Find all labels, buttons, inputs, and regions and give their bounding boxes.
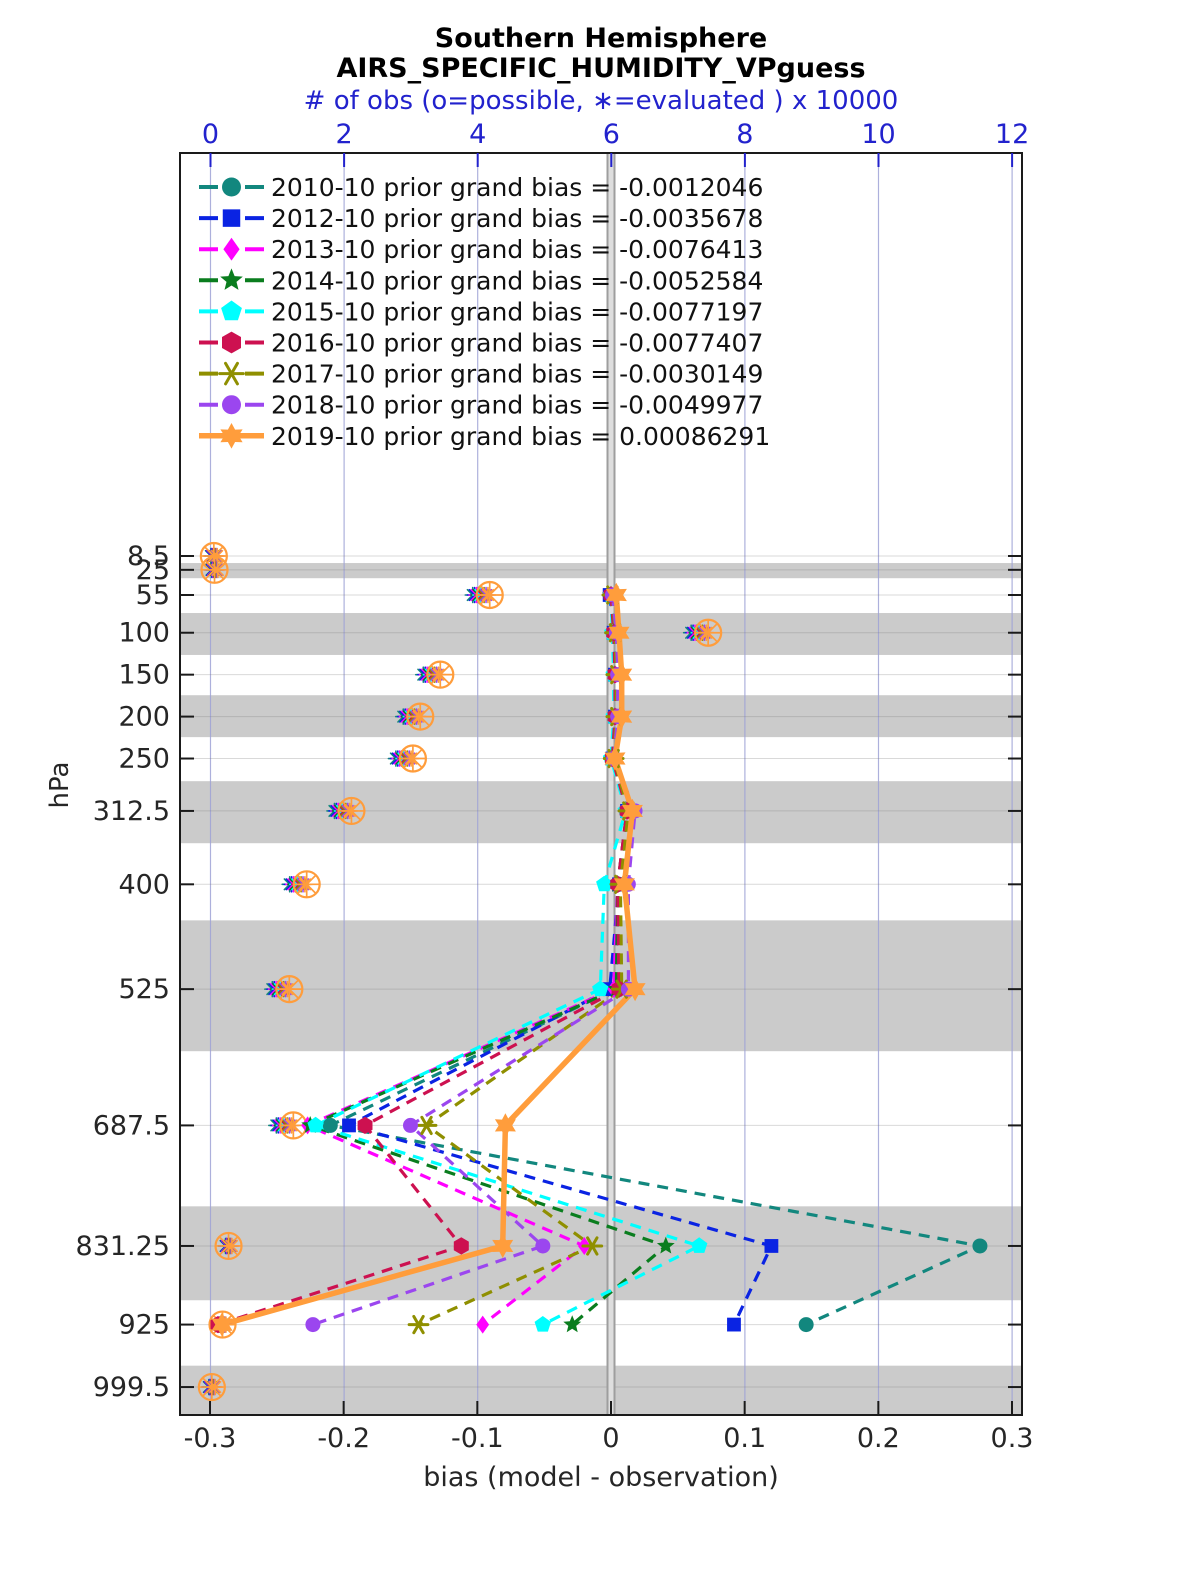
svg-text:2017-10 prior grand bias = -0.: 2017-10 prior grand bias = -0.0030149 [271,360,763,389]
svg-text:4: 4 [469,119,486,150]
y-tick-label: 55 [136,580,170,611]
legend-row-2018-10: 2018-10 prior grand bias = -0.0049977 [199,391,763,420]
svg-text:-0.2: -0.2 [317,1423,370,1454]
y-tick-label: 8.5 [127,541,170,572]
y-tick-label: 100 [118,618,170,649]
svg-text:-0.1: -0.1 [451,1423,504,1454]
svg-text:-0.3: -0.3 [184,1423,237,1454]
svg-text:2016-10 prior grand bias = -0.: 2016-10 prior grand bias = -0.0077407 [271,329,763,358]
svg-text:2015-10 prior grand bias = -0.: 2015-10 prior grand bias = -0.0077197 [271,297,763,326]
svg-text:2013-10 prior grand bias = -0.: 2013-10 prior grand bias = -0.0076413 [271,235,763,264]
y-tick-label: 400 [118,869,170,900]
y-tick-label: 25 [136,555,170,586]
svg-text:12: 12 [995,119,1029,150]
legend-row-2015-10: 2015-10 prior grand bias = -0.0077197 [199,297,763,326]
y-tick-label: 150 [118,660,170,691]
y-tick-label: 250 [118,744,170,775]
svg-text:2014-10 prior grand bias = -0.: 2014-10 prior grand bias = -0.0052584 [271,266,763,295]
gray-bands [180,563,1022,1415]
legend-row-2010-10: 2010-10 prior grand bias = -0.0012046 [199,173,763,202]
series-line-2018-10 [312,594,637,1327]
legend: 2010-10 prior grand bias = -0.0012046201… [199,173,770,451]
svg-text:0: 0 [602,1423,619,1454]
svg-text:8: 8 [736,119,753,150]
y-tick-label: 312.5 [93,796,170,827]
y-tick-label: 525 [118,974,170,1005]
zero-reference-line [606,153,616,1415]
svg-text:0.2: 0.2 [857,1423,900,1454]
svg-text:2012-10 prior grand bias = -0.: 2012-10 prior grand bias = -0.0035678 [271,204,763,233]
svg-text:6: 6 [603,119,620,150]
plot-frame [179,152,1023,1416]
legend-row-2016-10: 2016-10 prior grand bias = -0.0077407 [199,329,763,358]
svg-text:0.1: 0.1 [723,1423,766,1454]
svg-text:2018-10 prior grand bias = -0.: 2018-10 prior grand bias = -0.0049977 [271,391,763,420]
legend-row-2012-10: 2012-10 prior grand bias = -0.0035678 [199,204,763,233]
bottom-axis-label: bias (model - observation) [423,1462,779,1493]
svg-text:2010-10 prior grand bias = -0.: 2010-10 prior grand bias = -0.0012046 [271,173,763,202]
series-markers [210,582,988,1337]
svg-text:0: 0 [202,119,219,150]
svg-text:0.3: 0.3 [991,1423,1034,1454]
legend-row-2014-10: 2014-10 prior grand bias = -0.0052584 [199,266,763,295]
top-axis-title: # of obs (o=possible, ∗=evaluated ) x 10… [303,86,899,116]
svg-text:10: 10 [861,119,895,150]
y-tick-label: 999.5 [93,1372,170,1403]
left-axis-label: hPa [45,761,75,809]
y-tick-label: 687.5 [93,1110,170,1141]
series-markers-2019-10 [211,582,646,1337]
obs-count-markers [197,541,723,1402]
y-tick-label: 200 [118,702,170,733]
chart-title-region: Southern Hemisphere [434,23,768,54]
y-tick-label: 925 [118,1310,170,1341]
chart-title-block: Southern Hemisphere AIRS_SPECIFIC_HUMIDI… [180,24,1022,84]
legend-row-2017-10: 2017-10 prior grand bias = -0.0030149 [199,360,763,389]
legend-row-2019-10: 2019-10 prior grand bias = 0.00086291 [199,422,770,451]
legend-row-2013-10: 2013-10 prior grand bias = -0.0076413 [199,235,763,264]
chart-title-variable: AIRS_SPECIFIC_HUMIDITY_VPguess [336,53,866,84]
svg-text:2019-10 prior grand bias = 0.0: 2019-10 prior grand bias = 0.00086291 [271,422,770,451]
y-tick-label: 831.25 [76,1231,170,1262]
svg-text:2: 2 [336,119,353,150]
